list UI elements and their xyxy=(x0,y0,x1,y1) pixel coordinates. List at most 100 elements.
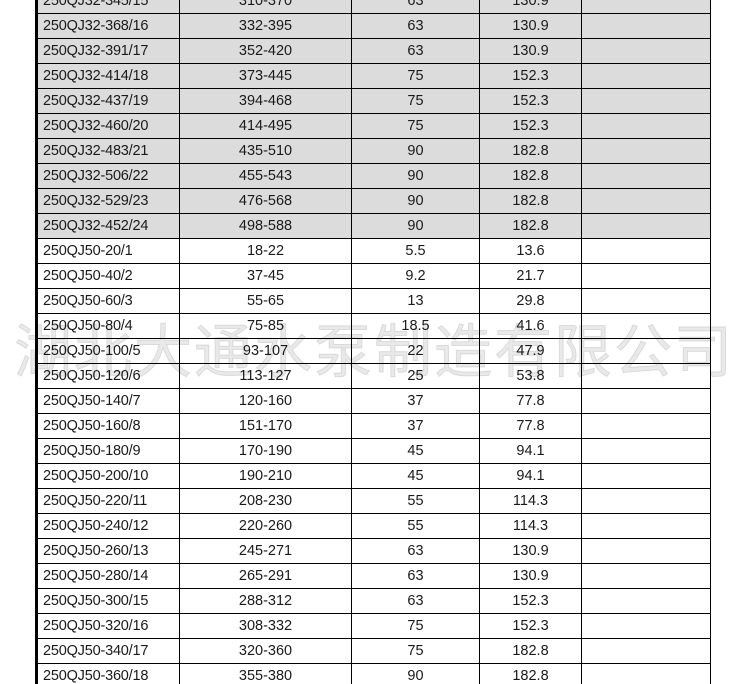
cell-model: 250QJ50-260/13 xyxy=(35,538,180,564)
cell-extra xyxy=(581,188,711,214)
table-row[interactable]: 250QJ32-345/15 310-370 63 130.9 xyxy=(35,0,711,14)
cell-extra xyxy=(581,488,711,514)
cell-extra xyxy=(581,663,711,684)
cell-head: 182.8 xyxy=(479,163,582,189)
cell-head: 182.8 xyxy=(479,213,582,239)
table-row[interactable]: 250QJ50-60/3 55-65 13 29.8 xyxy=(35,288,711,314)
cell-head: 47.9 xyxy=(479,338,582,364)
cell-model: 250QJ50-120/6 xyxy=(35,363,180,389)
table-row[interactable]: 250QJ32-391/17 352-420 63 130.9 xyxy=(35,38,711,64)
table-row[interactable]: 250QJ50-360/18 355-380 90 182.8 xyxy=(35,663,711,684)
cell-model: 250QJ32-368/16 xyxy=(35,13,180,39)
table-row[interactable]: 250QJ50-260/13 245-271 63 130.9 xyxy=(35,538,711,564)
table-row[interactable]: 250QJ50-200/10 190-210 45 94.1 xyxy=(35,463,711,489)
table-row[interactable]: 250QJ50-280/14 265-291 63 130.9 xyxy=(35,563,711,589)
cell-head: 182.8 xyxy=(479,638,582,664)
table-row[interactable]: 250QJ50-240/12 220-260 55 114.3 xyxy=(35,513,711,539)
cell-extra xyxy=(581,88,711,114)
cell-flow-range: 320-360 xyxy=(179,638,352,664)
cell-flow-range: 310-370 xyxy=(179,0,352,14)
table-row[interactable]: 250QJ32-460/20 414-495 75 152.3 xyxy=(35,113,711,139)
cell-extra xyxy=(581,213,711,239)
cell-head: 114.3 xyxy=(479,488,582,514)
cell-head: 130.9 xyxy=(479,13,582,39)
table-scroll-viewport[interactable]: 250QJ32-345/15 310-370 63 130.9 250QJ32-368/… xyxy=(35,0,711,684)
cell-flow-range: 190-210 xyxy=(179,463,352,489)
cell-extra xyxy=(581,138,711,164)
cell-flow-range: 18-22 xyxy=(179,238,352,264)
cell-extra xyxy=(581,63,711,89)
cell-model: 250QJ32-460/20 xyxy=(35,113,180,139)
cell-power: 63 xyxy=(351,563,480,589)
table-row[interactable]: 250QJ50-100/5 93-107 22 47.9 xyxy=(35,338,711,364)
cell-flow-range: 245-271 xyxy=(179,538,352,564)
table-row[interactable]: 250QJ32-368/16 332-395 63 130.9 xyxy=(35,13,711,39)
cell-power: 63 xyxy=(351,588,480,614)
cell-extra xyxy=(581,388,711,414)
cell-power: 90 xyxy=(351,663,480,684)
table-row[interactable]: 250QJ32-506/22 455-543 90 182.8 xyxy=(35,163,711,189)
cell-head: 13.6 xyxy=(479,238,582,264)
cell-extra xyxy=(581,38,711,64)
table-row[interactable]: 250QJ50-120/6 113-127 25 53.8 xyxy=(35,363,711,389)
cell-model: 250QJ50-280/14 xyxy=(35,563,180,589)
cell-flow-range: 498-588 xyxy=(179,213,352,239)
table-row[interactable]: 250QJ50-220/11 208-230 55 114.3 xyxy=(35,488,711,514)
table-row[interactable]: 250QJ32-452/24 498-588 90 182.8 xyxy=(35,213,711,239)
cell-power: 37 xyxy=(351,388,480,414)
cell-power: 45 xyxy=(351,438,480,464)
table-row[interactable]: 250QJ50-180/9 170-190 45 94.1 xyxy=(35,438,711,464)
cell-power: 75 xyxy=(351,613,480,639)
cell-power: 75 xyxy=(351,113,480,139)
cell-head: 29.8 xyxy=(479,288,582,314)
cell-head: 152.3 xyxy=(479,63,582,89)
table-row[interactable]: 250QJ32-483/21 435-510 90 182.8 xyxy=(35,138,711,164)
table-row[interactable]: 250QJ50-80/4 75-85 18.5 41.6 xyxy=(35,313,711,339)
cell-model: 250QJ32-345/15 xyxy=(35,0,180,14)
table-shift-wrapper: 250QJ32-345/15 310-370 63 130.9 250QJ32-368/… xyxy=(35,0,711,684)
cell-power: 90 xyxy=(351,138,480,164)
cell-head: 21.7 xyxy=(479,263,582,289)
cell-power: 13 xyxy=(351,288,480,314)
cell-flow-range: 265-291 xyxy=(179,563,352,589)
cell-power: 63 xyxy=(351,538,480,564)
cell-head: 41.6 xyxy=(479,313,582,339)
cell-power: 37 xyxy=(351,413,480,439)
cell-flow-range: 288-312 xyxy=(179,588,352,614)
table-row[interactable]: 250QJ32-437/19 394-468 75 152.3 xyxy=(35,88,711,114)
table-row[interactable]: 250QJ50-160/8 151-170 37 77.8 xyxy=(35,413,711,439)
cell-model: 250QJ50-320/16 xyxy=(35,613,180,639)
cell-head: 130.9 xyxy=(479,0,582,14)
table-row[interactable]: 250QJ50-40/2 37-45 9.2 21.7 xyxy=(35,263,711,289)
table-row[interactable]: 250QJ50-320/16 308-332 75 152.3 xyxy=(35,613,711,639)
cell-power: 63 xyxy=(351,13,480,39)
table-row[interactable]: 250QJ32-529/23 476-568 90 182.8 xyxy=(35,188,711,214)
cell-model: 250QJ50-80/4 xyxy=(35,313,180,339)
table-row[interactable]: 250QJ50-300/15 288-312 63 152.3 xyxy=(35,588,711,614)
cell-model: 250QJ50-180/9 xyxy=(35,438,180,464)
cell-power: 9.2 xyxy=(351,263,480,289)
cell-flow-range: 394-468 xyxy=(179,88,352,114)
table-row[interactable]: 250QJ32-414/18 373-445 75 152.3 xyxy=(35,63,711,89)
cell-power: 22 xyxy=(351,338,480,364)
table-row[interactable]: 250QJ50-20/1 18-22 5.5 13.6 xyxy=(35,238,711,264)
cell-power: 75 xyxy=(351,638,480,664)
cell-model: 250QJ50-40/2 xyxy=(35,263,180,289)
cell-head: 152.3 xyxy=(479,613,582,639)
cell-head: 77.8 xyxy=(479,413,582,439)
cell-head: 182.8 xyxy=(479,188,582,214)
cell-flow-range: 208-230 xyxy=(179,488,352,514)
table-row[interactable]: 250QJ50-140/7 120-160 37 77.8 xyxy=(35,388,711,414)
cell-power: 90 xyxy=(351,188,480,214)
cell-head: 152.3 xyxy=(479,588,582,614)
cell-flow-range: 332-395 xyxy=(179,13,352,39)
cell-power: 63 xyxy=(351,0,480,14)
cell-power: 75 xyxy=(351,88,480,114)
table-row[interactable]: 250QJ50-340/17 320-360 75 182.8 xyxy=(35,638,711,664)
cell-extra xyxy=(581,163,711,189)
cell-flow-range: 476-568 xyxy=(179,188,352,214)
cell-model: 250QJ50-340/17 xyxy=(35,638,180,664)
cell-extra xyxy=(581,438,711,464)
cell-flow-range: 75-85 xyxy=(179,313,352,339)
cell-model: 250QJ32-483/21 xyxy=(35,138,180,164)
